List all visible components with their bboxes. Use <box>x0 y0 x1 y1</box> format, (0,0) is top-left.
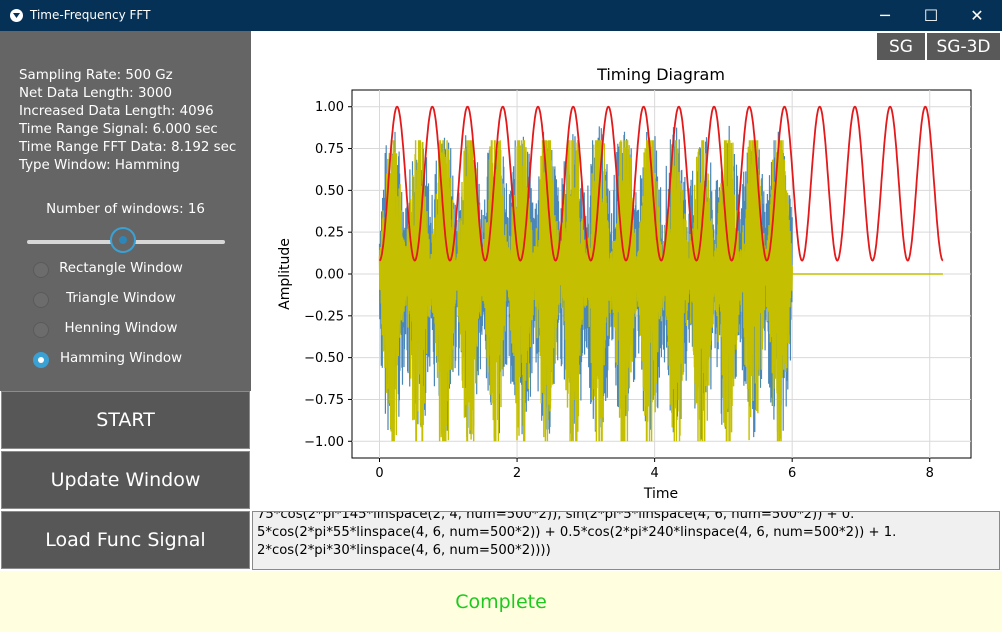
net-data-length-label: Net Data Length: 3000 <box>19 86 173 101</box>
y-tick-label: −0.25 <box>304 309 344 324</box>
x-tick-label: 6 <box>788 466 796 481</box>
y-tick-label: 0.75 <box>315 142 344 157</box>
status-text: Complete <box>455 590 547 613</box>
radio-button[interactable] <box>33 322 49 338</box>
app-logo-icon <box>10 9 23 22</box>
y-tick-label: 1.00 <box>315 100 344 115</box>
sampling-rate-label: Sampling Rate: 500 Gz <box>19 68 173 83</box>
number-of-windows-label: Number of windows: 16 <box>46 202 205 217</box>
time-range-fft-label: Time Range FFT Data: 8.192 sec <box>19 140 237 155</box>
y-tick-label: −0.75 <box>304 393 344 408</box>
radio-button-selected[interactable] <box>33 352 49 368</box>
radio-label: Triangle Window <box>66 291 176 306</box>
window-title: Time-Frequency FFT <box>30 8 151 22</box>
y-tick-label: 0.00 <box>315 268 344 283</box>
function-line-3: 2*cos(2*pi*30*linspace(4, 6, num=500*2))… <box>257 543 551 558</box>
load-func-signal-button[interactable]: Load Func Signal <box>1 511 250 569</box>
radio-label: Rectangle Window <box>59 261 183 276</box>
chart-title: Timing Diagram <box>596 65 725 84</box>
series-windowed-line <box>378 140 943 442</box>
radio-rectangle-window[interactable]: Rectangle Window <box>0 256 251 286</box>
maximize-button[interactable]: ☐ <box>923 6 939 25</box>
radio-triangle-window[interactable]: Triangle Window <box>0 286 251 316</box>
chart-svg: 0 2 4 6 8 −1.00 −0.75 −0.50 −0.25 0.00 0.25 0.50 0.7… <box>277 65 972 502</box>
sg3d-button[interactable]: SG-3D <box>927 33 1000 60</box>
y-axis-label: Amplitude <box>277 238 293 310</box>
type-window-label: Type Window: Hamming <box>19 158 180 173</box>
y-tick-label: 0.50 <box>315 184 344 199</box>
radio-button[interactable] <box>33 292 49 308</box>
radio-henning-window[interactable]: Henning Window <box>0 316 251 346</box>
status-bar: Complete <box>0 571 1002 632</box>
signal-info: Sampling Rate: 500 Gz Net Data Length: 3… <box>19 67 236 175</box>
function-line-2: 5*cos(2*pi*55*linspace(4, 6, num=500*2))… <box>257 525 897 540</box>
settings-panel: Sampling Rate: 500 Gz Net Data Length: 3… <box>0 31 251 391</box>
radio-label: Henning Window <box>64 321 178 336</box>
radio-button[interactable] <box>33 262 49 278</box>
update-window-button[interactable]: Update Window <box>1 451 250 509</box>
close-button[interactable]: ✕ <box>970 6 984 25</box>
time-range-signal-label: Time Range Signal: 6.000 sec <box>19 122 218 137</box>
x-tick-label: 2 <box>513 466 521 481</box>
function-line-1: 75*cos(2*pi*145*linspace(2, 4, num=500*2… <box>257 511 855 522</box>
increased-data-length-label: Increased Data Length: 4096 <box>19 104 214 119</box>
function-signal-input[interactable]: 75*cos(2*pi*145*linspace(2, 4, num=500*2… <box>252 511 1000 570</box>
x-axis-label: Time <box>643 486 678 502</box>
x-tick-label: 8 <box>926 466 934 481</box>
radio-label: Hamming Window <box>59 351 183 366</box>
series-window-function-line <box>379 105 944 262</box>
start-button[interactable]: START <box>1 391 250 449</box>
windows-slider-handle[interactable] <box>110 227 136 253</box>
sg-button[interactable]: SG <box>877 33 925 60</box>
timing-diagram-chart: 0 2 4 6 8 −1.00 −0.75 −0.50 −0.25 0.00 0.25 0.50 0.7… <box>253 61 1000 509</box>
x-tick-label: 4 <box>650 466 658 481</box>
y-tick-label: −1.00 <box>304 435 344 450</box>
radio-hamming-window[interactable]: Hamming Window <box>0 346 251 376</box>
y-tick-label: −0.50 <box>304 351 344 366</box>
x-tick-label: 0 <box>375 466 383 481</box>
title-bar: Time-Frequency FFT ─ ☐ ✕ <box>0 0 1002 31</box>
minimize-button[interactable]: ─ <box>880 6 890 25</box>
y-tick-label: 0.25 <box>315 226 344 241</box>
